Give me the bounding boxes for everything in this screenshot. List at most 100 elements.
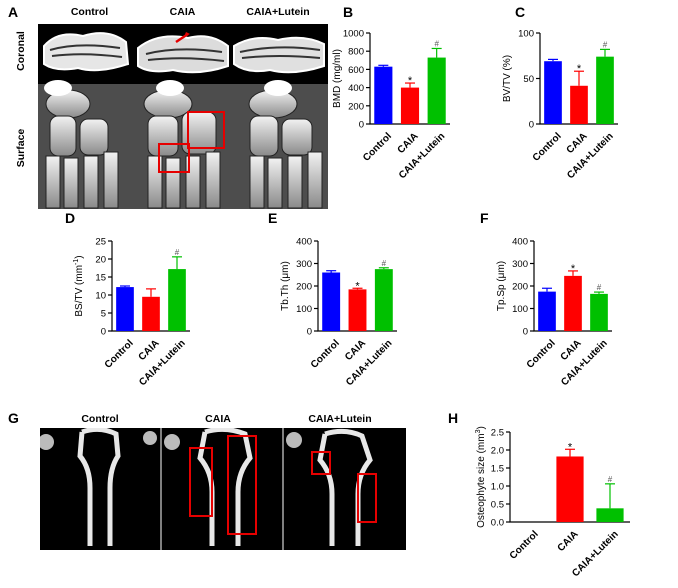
bar-caia-lutein (427, 57, 446, 124)
highlight-box (158, 143, 190, 173)
bar-control (538, 291, 556, 331)
column-title-control: Control (81, 413, 119, 425)
y-tick-label: 600 (348, 65, 364, 76)
significance-star: * (571, 263, 576, 275)
y-tick-label: 0.5 (491, 500, 504, 511)
panel-label-h: H (448, 410, 458, 426)
x-tick-label: CAIA (556, 529, 581, 554)
panel-label-b: B (343, 4, 353, 20)
significance-star: * (568, 441, 573, 453)
micro-ct-image (38, 24, 328, 209)
y-axis-label: BMD (mg/ml) (332, 49, 343, 108)
osteophyte-image (40, 428, 406, 550)
bar-caia-lutein (590, 293, 608, 331)
y-tick-label: 300 (296, 259, 312, 270)
significance-star: * (577, 63, 582, 75)
bar-caia (570, 85, 588, 124)
panel-label-d: D (65, 210, 75, 226)
highlight-box (311, 451, 331, 475)
y-tick-label: 0 (523, 327, 528, 338)
y-tick-label: 400 (512, 237, 528, 248)
bar-caia (142, 296, 160, 331)
y-axis-label: BS/TV (mm-1) (73, 255, 85, 316)
y-tick-label: 15 (95, 273, 106, 284)
y-axis-label: BV/TV (%) (502, 55, 513, 102)
significance-hash: # (382, 259, 387, 268)
column-title-caia: CAIA (169, 6, 196, 18)
highlight-box (189, 447, 213, 517)
bar-caia (564, 275, 582, 331)
highlight-box (227, 435, 257, 535)
panel-label-c: C (515, 4, 525, 20)
y-tick-label: 400 (296, 237, 312, 248)
coronal-bone-caia (137, 35, 229, 74)
y-tick-label: 0 (529, 120, 534, 131)
bar-caia (348, 289, 367, 331)
bone-profile-control (77, 428, 121, 546)
y-axis-label: Tb.Th (μm) (280, 261, 291, 311)
y-tick-label: 200 (512, 282, 528, 293)
y-tick-label: 50 (523, 74, 534, 85)
significance-hash: # (175, 248, 180, 257)
y-tick-label: 0 (359, 120, 364, 131)
y-tick-label: 20 (95, 255, 106, 266)
column-title-caia: CAIA (205, 413, 231, 425)
coronal-bone-lutein (233, 36, 325, 74)
y-tick-label: 100 (296, 304, 312, 315)
bar-caia (556, 456, 584, 522)
bar-caia-lutein (374, 269, 393, 331)
significance-star: * (355, 280, 360, 292)
y-tick-label: 1000 (343, 29, 364, 40)
y-tick-label: 1.5 (491, 464, 504, 475)
significance-hash: # (608, 475, 613, 484)
coronal-bone-control (43, 32, 130, 72)
significance-hash: # (434, 39, 439, 48)
significance-star: * (408, 75, 413, 87)
y-tick-label: 25 (95, 237, 106, 248)
column-title-control: Control (70, 6, 109, 18)
highlight-box (357, 473, 377, 523)
y-tick-label: 0 (101, 327, 106, 338)
y-tick-label: 10 (95, 291, 106, 302)
y-tick-label: 5 (101, 309, 106, 320)
y-axis-label: Tp.Sp (μm) (496, 261, 507, 311)
y-tick-label: 2.5 (491, 428, 504, 439)
y-tick-label: 100 (518, 29, 534, 40)
y-tick-label: 100 (512, 304, 528, 315)
panel-label-e: E (268, 210, 277, 226)
bar-control (322, 272, 341, 331)
panel-label-f: F (480, 210, 489, 226)
panel-label-g: G (8, 410, 19, 426)
y-tick-label: 0 (307, 327, 312, 338)
bar-caia (400, 87, 420, 124)
x-tick-label: Control (508, 529, 541, 562)
panel-label-a: A (8, 4, 19, 20)
significance-hash: # (603, 40, 608, 49)
significance-hash: # (597, 283, 602, 292)
highlight-box (187, 111, 225, 149)
column-title-caia-lutein: CAIA+Lutein (246, 6, 310, 18)
y-tick-label: 200 (348, 101, 364, 112)
y-axis-label: Osteophyte size (mm3) (475, 426, 487, 528)
y-tick-label: 0.0 (491, 518, 504, 529)
y-tick-label: 1.0 (491, 482, 504, 493)
bar-caia-lutein (168, 269, 186, 331)
y-tick-label: 200 (296, 282, 312, 293)
y-tick-label: 2.0 (491, 446, 504, 457)
micro-ct-illustration (38, 32, 328, 209)
y-tick-label: 300 (512, 259, 528, 270)
column-title-caia-lutein: CAIA+Lutein (308, 413, 372, 425)
bar-control (544, 61, 562, 124)
bar-caia-lutein (596, 508, 624, 522)
bar-control (116, 287, 134, 331)
bar-control (374, 66, 393, 124)
y-tick-label: 400 (348, 83, 364, 94)
bar-caia-lutein (596, 56, 614, 124)
y-tick-label: 800 (348, 47, 364, 58)
